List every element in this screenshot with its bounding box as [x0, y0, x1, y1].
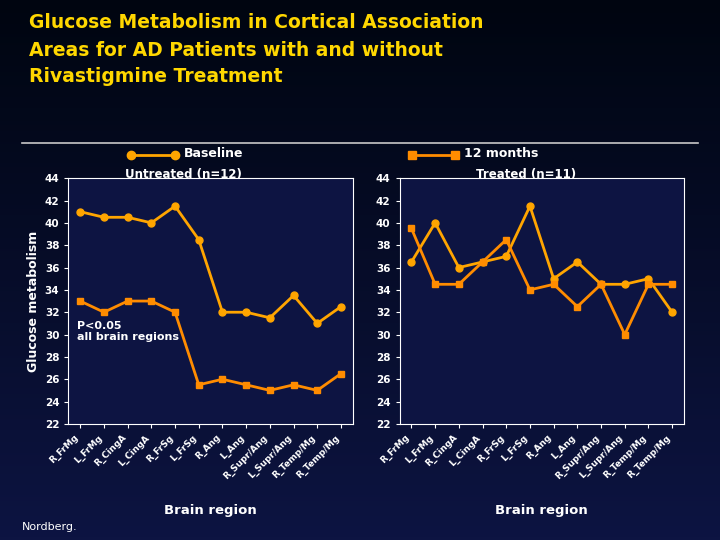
Text: Untreated (n=12): Untreated (n=12) — [125, 168, 242, 181]
Text: Baseline: Baseline — [184, 147, 243, 160]
Text: Nordberg.: Nordberg. — [22, 522, 77, 532]
Text: P<0.05
all brain regions: P<0.05 all brain regions — [77, 321, 179, 342]
Text: Brain region: Brain region — [495, 504, 588, 517]
Text: 12 months: 12 months — [464, 147, 539, 160]
Text: Glucose Metabolism in Cortical Association: Glucose Metabolism in Cortical Associati… — [29, 14, 483, 32]
Y-axis label: Glucose metabolism: Glucose metabolism — [27, 231, 40, 372]
Text: Rivastigmine Treatment: Rivastigmine Treatment — [29, 68, 282, 86]
Text: Treated (n=11): Treated (n=11) — [475, 168, 576, 181]
Text: Brain region: Brain region — [164, 504, 256, 517]
Text: Areas for AD Patients with and without: Areas for AD Patients with and without — [29, 40, 443, 59]
